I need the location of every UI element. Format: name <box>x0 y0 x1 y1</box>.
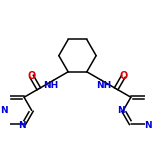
Text: NH: NH <box>96 81 112 90</box>
Text: O: O <box>27 71 36 81</box>
Text: O: O <box>119 71 128 81</box>
Text: N: N <box>117 106 124 115</box>
Text: N: N <box>144 121 152 130</box>
Text: N: N <box>0 106 8 115</box>
Text: N: N <box>19 121 26 130</box>
Text: NH: NH <box>43 81 59 90</box>
